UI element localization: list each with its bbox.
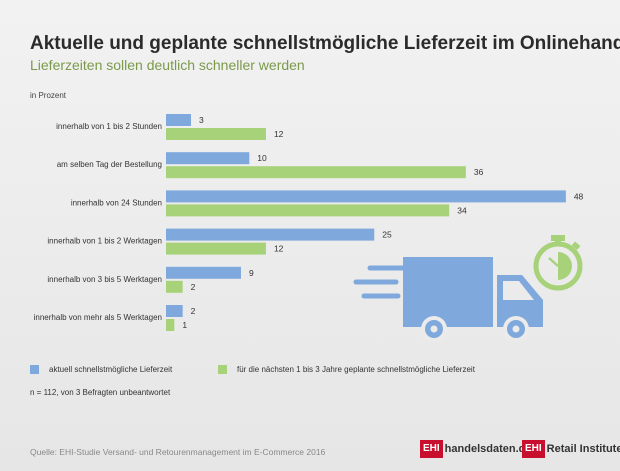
logo-retail-text: Retail Institute xyxy=(546,443,620,455)
category-label: innerhalb von mehr als 5 Werktagen xyxy=(34,313,162,322)
delivery-truck-icon xyxy=(353,257,543,342)
value-label-planned: 12 xyxy=(274,244,284,254)
legend-swatch-current xyxy=(30,365,39,374)
category-label: innerhalb von 24 Stunden xyxy=(71,198,162,207)
value-label-planned: 36 xyxy=(474,167,484,177)
value-label-current: 2 xyxy=(191,306,196,316)
value-label-planned: 2 xyxy=(191,282,196,292)
page-subtitle: Lieferzeiten sollen deutlich schneller w… xyxy=(30,57,305,73)
category-label: innerhalb von 1 bis 2 Stunden xyxy=(56,122,162,131)
stopwatch-hand xyxy=(548,257,559,267)
logo-ehi-box-2: EHI xyxy=(522,440,545,458)
legend-label-planned: für die nächsten 1 bis 3 Jahre geplante … xyxy=(237,365,475,374)
bar-planned xyxy=(166,280,183,293)
truck-wheel-hub xyxy=(430,325,438,333)
logo-handelsdaten: EHI handelsdaten.de xyxy=(420,440,531,458)
truck-cargo xyxy=(403,257,493,327)
logo-ehi-box: EHI xyxy=(420,440,443,458)
bar-current xyxy=(166,266,241,279)
value-label-planned: 12 xyxy=(274,129,284,139)
bar-planned xyxy=(166,242,266,255)
bar-current xyxy=(166,114,191,126)
category-label: innerhalb von 3 bis 5 Werktagen xyxy=(47,275,162,284)
stopwatch-ring xyxy=(533,241,583,291)
stopwatch-icon xyxy=(533,235,583,291)
stopwatch-sector xyxy=(558,252,572,266)
bar-current xyxy=(166,305,183,317)
bar-planned xyxy=(166,128,266,140)
logo-ehi-retail: EHI Retail Institute ® xyxy=(522,440,620,458)
unit-label: in Prozent xyxy=(30,91,67,100)
stopwatch-button xyxy=(571,241,581,250)
legend-label-current: aktuell schnellstmögliche Lieferzeit xyxy=(49,365,173,374)
value-label-current: 9 xyxy=(249,268,254,278)
legend-current: aktuell schnellstmögliche Lieferzeit xyxy=(30,365,172,374)
value-label-planned: 34 xyxy=(457,205,467,215)
stopwatch-crown xyxy=(551,235,565,241)
legend-planned: für die nächsten 1 bis 3 Jahre geplante … xyxy=(218,365,475,374)
bar-planned xyxy=(166,166,466,179)
category-label: innerhalb von 1 bis 2 Werktagen xyxy=(47,237,162,246)
logo-handelsdaten-text: handelsdaten.de xyxy=(444,443,532,455)
bar-planned xyxy=(166,204,450,217)
bar-current xyxy=(166,228,375,241)
stopwatch-sector xyxy=(558,266,572,280)
bar-planned xyxy=(166,319,175,331)
truck-window xyxy=(503,281,534,300)
category-label: am selben Tag der Bestellung xyxy=(57,160,162,169)
value-label-current: 48 xyxy=(574,191,584,201)
sample-note: n = 112, von 3 Befragten unbeantwortet xyxy=(30,388,171,397)
value-label-current: 25 xyxy=(382,230,392,240)
source-note: Quelle: EHI-Studie Versand- und Retouren… xyxy=(30,447,326,457)
truck-wheel-hub xyxy=(512,325,520,333)
value-label-current: 3 xyxy=(199,115,204,125)
legend-swatch-planned xyxy=(218,365,227,374)
bar-current xyxy=(166,152,250,165)
bar-current xyxy=(166,190,566,203)
value-label-planned: 1 xyxy=(182,320,187,330)
page-title: Aktuelle und geplante schnellstmögliche … xyxy=(30,33,620,54)
value-label-current: 10 xyxy=(257,153,267,163)
